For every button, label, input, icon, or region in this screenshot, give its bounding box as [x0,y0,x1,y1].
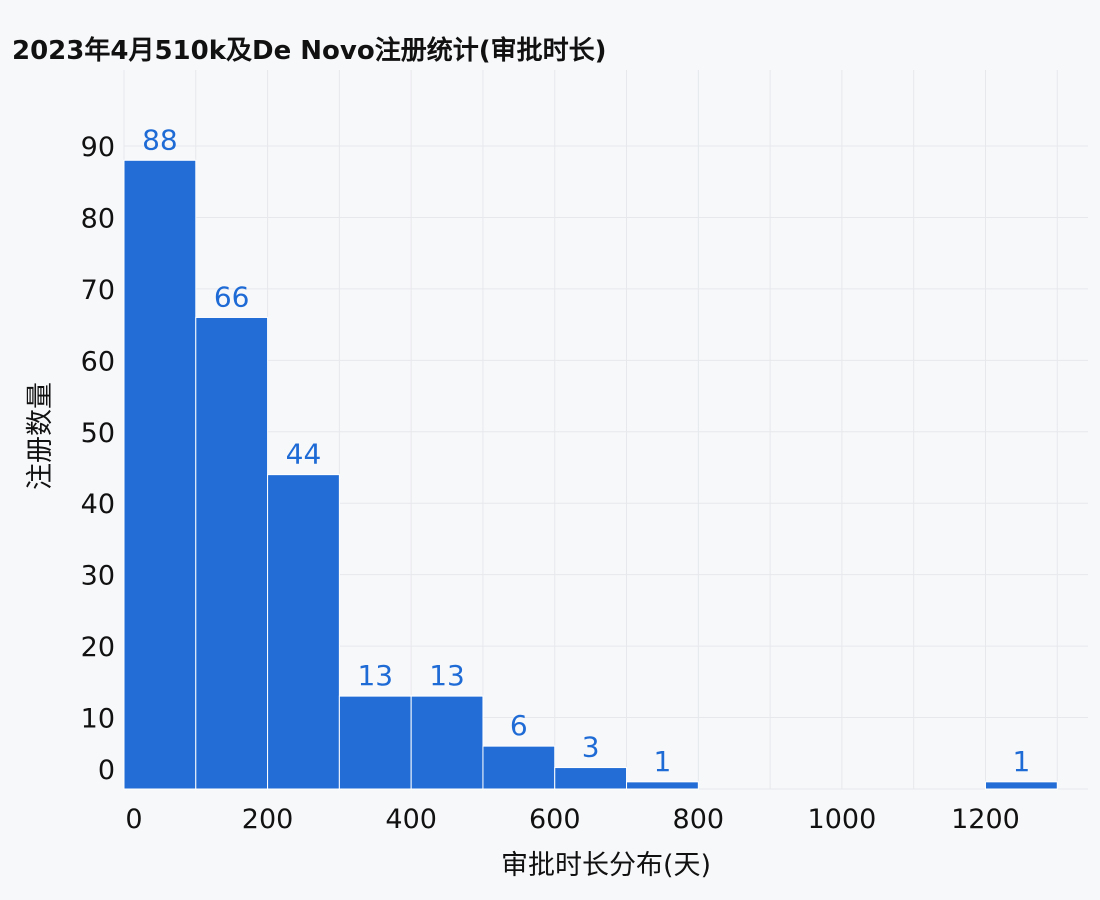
x-tick-label: 200 [242,804,294,835]
bar-value-label: 66 [214,280,250,313]
y-tick-label: 90 [81,132,115,163]
y-axis-title: 注册数量 [25,382,56,490]
x-tick-label: 1000 [808,804,877,835]
chart-title: 2023年4月510k及De Novo注册统计(审批时长) [12,36,607,66]
bar-100-200 [195,316,269,790]
y-tick-label: 50 [81,418,115,449]
bar-value-label: 13 [357,659,393,692]
y-tick-label: 70 [81,275,115,306]
y-tick-label: 30 [81,561,115,592]
x-tick-label: 800 [673,804,725,835]
y-tick-label: 60 [81,346,115,377]
y-tick-label: 10 [81,704,115,735]
y-tick-label: 80 [81,203,115,234]
bar-300-400 [338,695,412,790]
x-axis-title: 审批时长分布(天) [501,850,711,881]
x-tick-label: 400 [385,804,437,835]
y-tick-label: 20 [81,632,115,663]
x-tick-label: 1200 [951,804,1020,835]
bar-value-label: 6 [510,709,528,742]
y-axis-ticks: 0 10 20 30 40 50 60 70 80 90 [81,132,115,786]
y-tick-label: 40 [81,489,115,520]
bar-labels: 88 66 44 13 13 6 3 1 1 [142,123,1030,778]
bar-700-800 [626,781,699,790]
x-tick-label: 0 [125,804,142,835]
bar-value-label: 3 [582,731,600,764]
bar-500-600 [482,745,556,790]
bar-1200-1300 [984,781,1058,790]
bar-value-label: 13 [429,659,465,692]
bar-value-label: 1 [654,745,672,778]
bars [123,159,1058,790]
bar-600-700 [554,767,628,790]
x-axis-ticks: 0 200 400 600 800 1000 1200 [125,804,1019,835]
bar-value-label: 1 [1012,745,1030,778]
bar-value-label: 88 [142,123,178,156]
bar-200-300 [267,474,340,790]
y-tick-label: 0 [98,755,115,786]
x-tick-label: 600 [529,804,581,835]
bar-400-500 [410,695,484,790]
bar-0-100 [123,159,197,790]
bar-value-label: 44 [286,438,322,471]
